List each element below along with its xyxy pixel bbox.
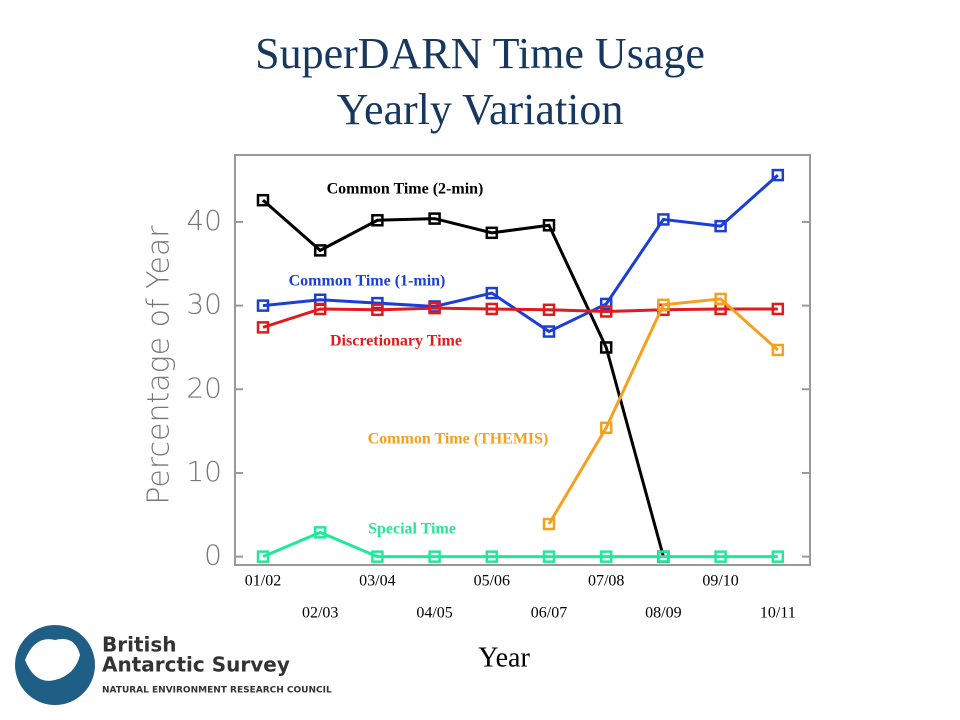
point-marker — [542, 303, 556, 317]
chart-title: SuperDARN Time Usage — [255, 29, 705, 78]
logo-continent — [25, 639, 80, 681]
org-council: NATURAL ENVIRONMENT RESEARCH COUNCIL — [102, 686, 332, 696]
point-marker — [714, 550, 727, 563]
x-tick-label: 09/10 — [702, 573, 738, 590]
point-marker — [313, 526, 327, 539]
x-tick-label: 05/06 — [474, 573, 510, 590]
point-marker — [313, 302, 327, 316]
point-marker — [771, 550, 785, 563]
y-tick-label: 30 — [186, 288, 222, 321]
series-line — [262, 306, 778, 329]
point-marker — [771, 302, 785, 316]
point-marker — [428, 550, 441, 563]
chart-subtitle: Yearly Variation — [337, 85, 624, 134]
series-label: Special Time — [368, 521, 456, 538]
point-marker — [714, 292, 727, 306]
logo: British Antarctic Survey NATURAL ENVIRON… — [15, 625, 332, 705]
point-marker — [371, 296, 384, 310]
point-marker — [256, 321, 270, 334]
series-line — [547, 297, 779, 525]
point-marker — [657, 298, 670, 312]
plot-frame — [234, 154, 811, 566]
series-line — [262, 199, 665, 558]
point-marker — [371, 550, 384, 563]
series-label: Common Time (2-min) — [327, 181, 484, 198]
series-line — [262, 530, 778, 559]
point-marker — [371, 214, 384, 227]
point-marker — [428, 301, 441, 315]
point-marker — [771, 343, 785, 357]
point-marker — [657, 213, 670, 226]
x-tick-label: 10/11 — [760, 605, 796, 622]
series-label: Common Time (1-min) — [289, 273, 446, 290]
point-marker — [599, 421, 613, 435]
y-axis-label: Percentage of Year — [142, 225, 177, 505]
x-tick-label: 03/04 — [359, 573, 395, 590]
point-marker — [485, 302, 499, 316]
point-marker — [542, 325, 556, 338]
y-tick-label: 20 — [186, 371, 222, 404]
point-marker — [771, 168, 785, 182]
y-tick-label: 0 — [204, 539, 222, 572]
org-name-2: Antarctic Survey — [102, 653, 290, 677]
series-line — [262, 173, 779, 334]
point-marker — [599, 341, 613, 354]
point-marker — [714, 219, 727, 233]
point-marker — [371, 303, 384, 317]
x-tick-label: 01/02 — [245, 573, 281, 590]
point-marker — [542, 517, 556, 531]
point-marker — [599, 305, 613, 318]
point-marker — [256, 299, 270, 312]
point-marker — [485, 286, 499, 300]
x-axis-label: Year — [478, 642, 530, 673]
point-marker — [599, 550, 613, 563]
point-marker — [485, 550, 499, 563]
x-tick-label: 06/07 — [531, 605, 567, 622]
org-name-1: British — [102, 633, 177, 657]
point-marker — [256, 550, 270, 563]
point-marker — [599, 297, 613, 311]
x-tick-label: 02/03 — [302, 605, 338, 622]
point-marker — [657, 550, 670, 563]
point-marker — [313, 244, 327, 257]
point-marker — [542, 219, 556, 232]
y-tick-label: 40 — [186, 204, 222, 237]
x-tick-label: 08/09 — [645, 605, 681, 622]
point-marker — [485, 226, 499, 240]
point-marker — [428, 212, 441, 225]
x-tick-label: 07/08 — [588, 573, 624, 590]
series-label: Common Time (THEMIS) — [368, 431, 549, 448]
y-tick-label: 10 — [186, 455, 222, 488]
x-tick-label: 04/05 — [416, 605, 452, 622]
point-marker — [542, 550, 556, 563]
series-label: Discretionary Time — [330, 333, 462, 350]
point-marker — [256, 193, 270, 207]
